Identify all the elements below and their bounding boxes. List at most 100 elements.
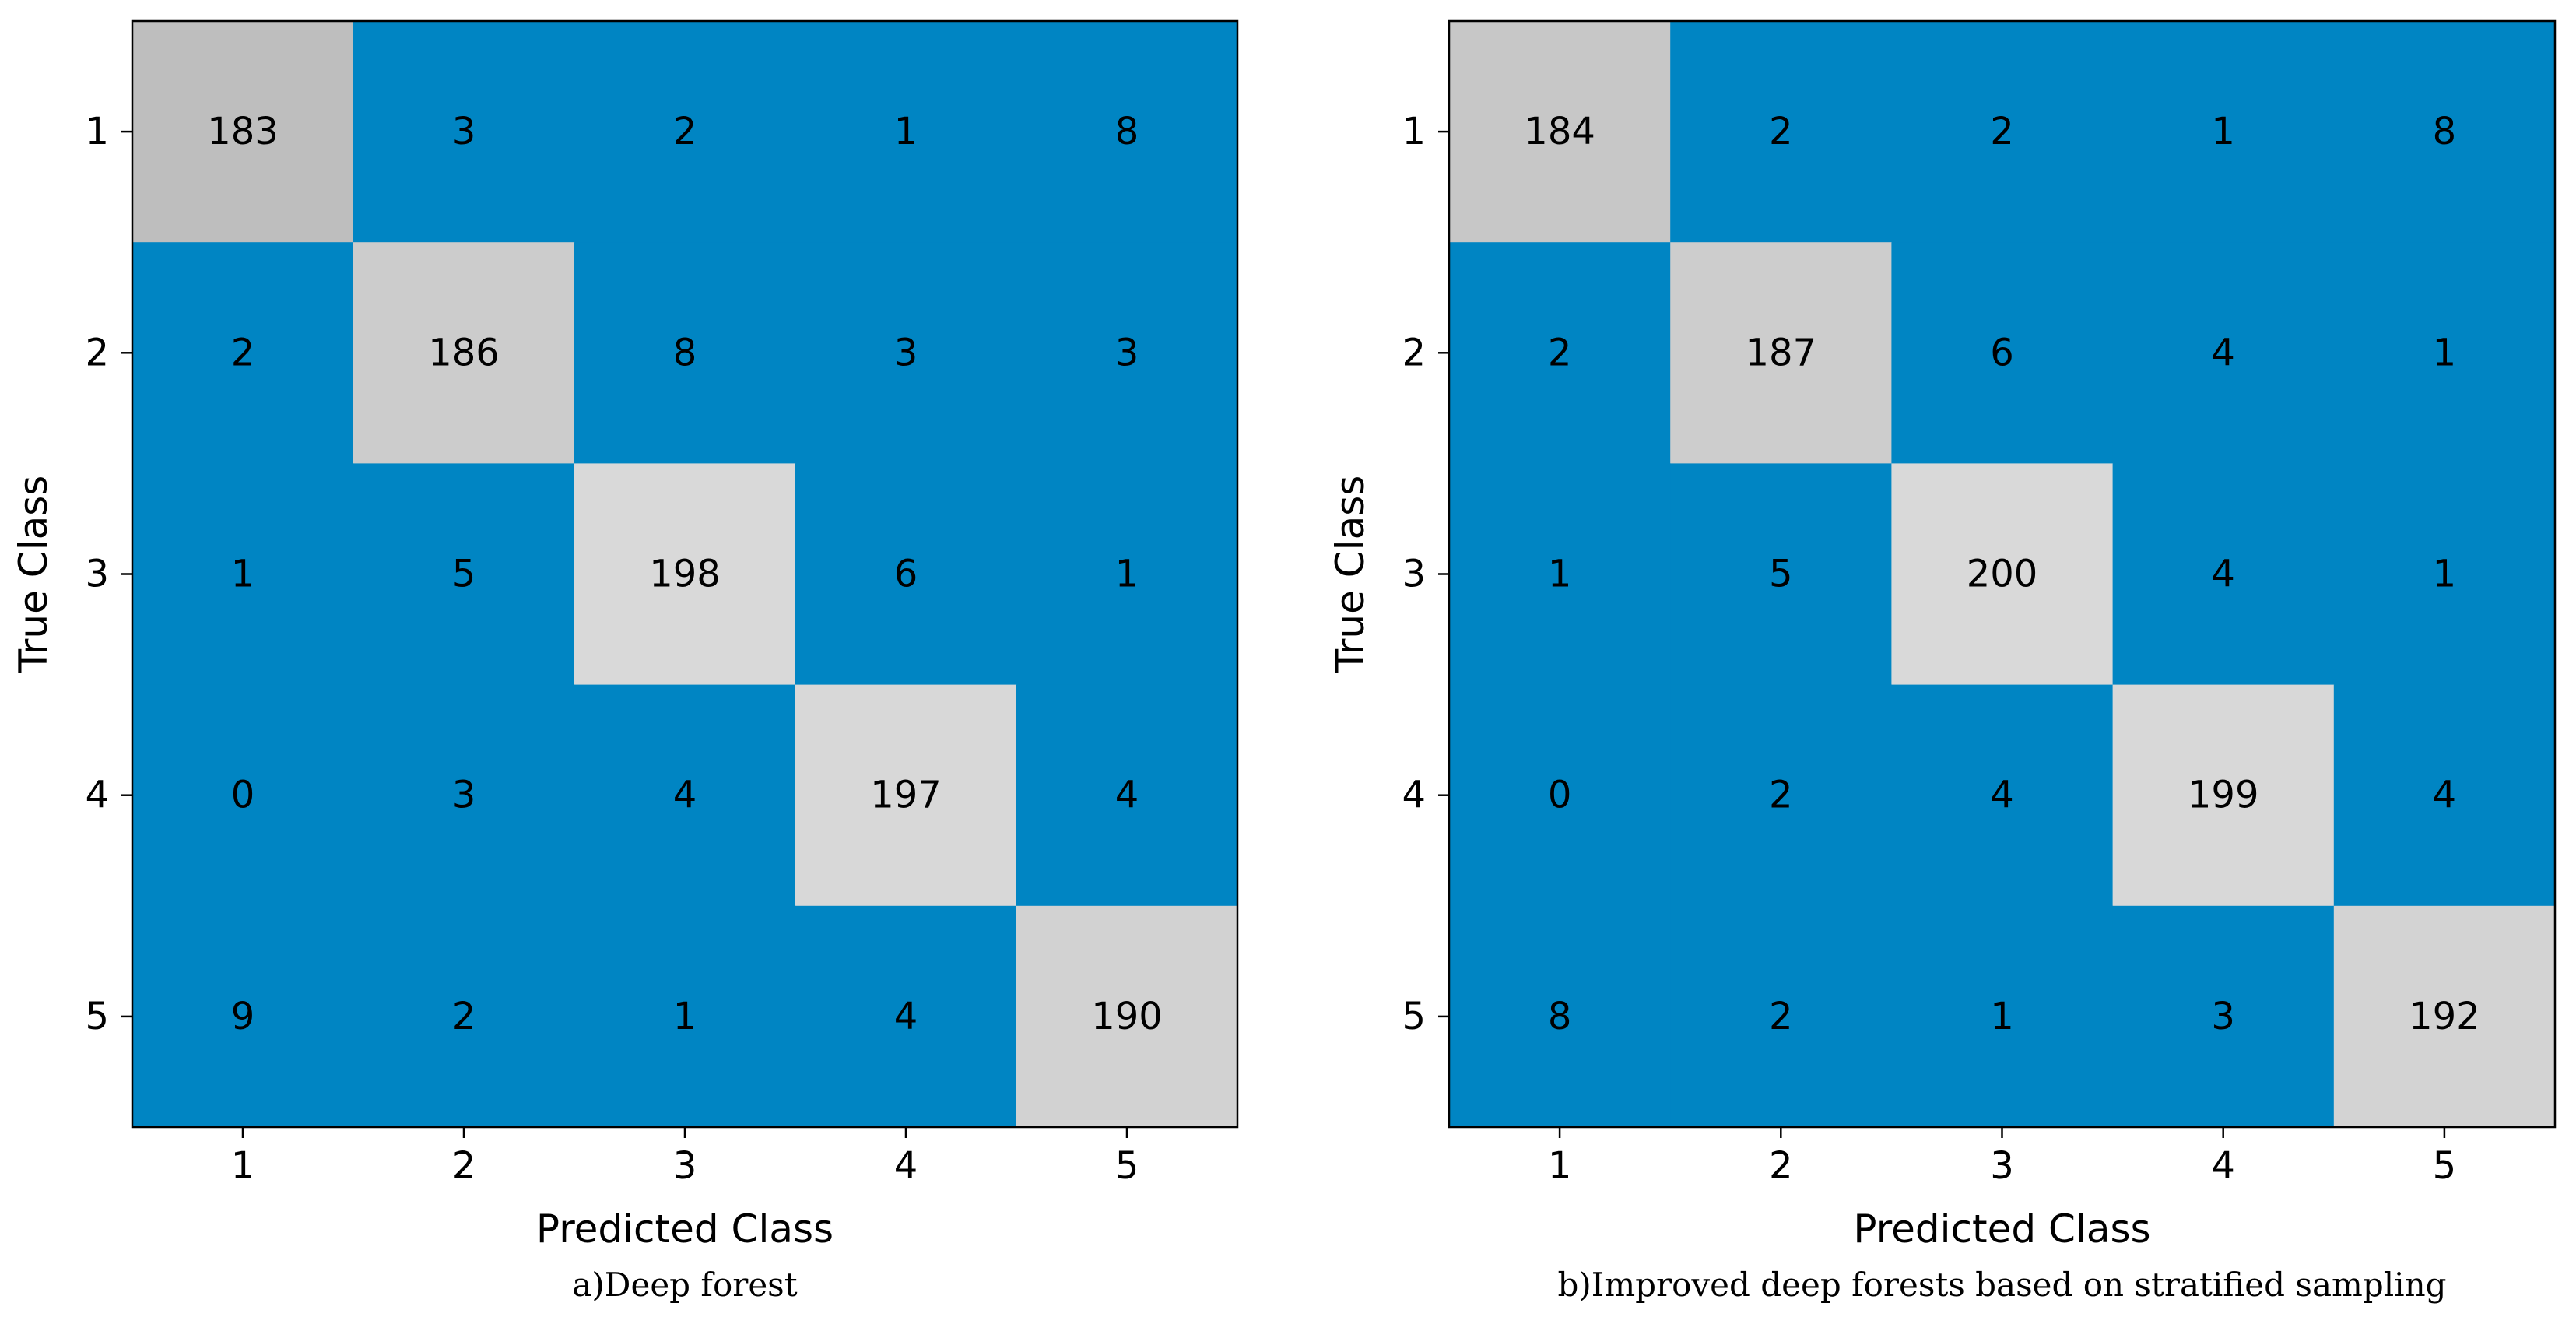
cell-value: 8 xyxy=(673,331,697,374)
x-axis-ticks: 1 2 3 4 5 xyxy=(231,1127,1139,1188)
confusion-matrix-panel-b: 184 2 2 1 8 2 187 6 4 1 1 5 200 4 1 0 2 4 199 4 8 2 1 3 192 1 2 3 4… xyxy=(1328,19,2557,1304)
y-axis-ticks: 1 2 3 4 5 xyxy=(85,110,132,1038)
heatmap-cell xyxy=(795,21,1017,243)
heatmap-cell xyxy=(353,463,575,686)
heatmap-cell xyxy=(795,463,1017,686)
heatmap-cell xyxy=(2333,463,2556,686)
x-axis-label: Predicted Class xyxy=(536,1206,834,1252)
cell-value: 0 xyxy=(1548,774,1572,817)
y-tick-label: 5 xyxy=(1402,995,1426,1038)
y-axis-label: True Class xyxy=(11,476,56,674)
cell-value: 4 xyxy=(2211,553,2235,596)
cell-value: 2 xyxy=(673,110,697,153)
confusion-matrix-panel-a: 183 3 2 1 8 2 186 8 3 3 1 5 198 6 1 0 3 4 197 4 9 2 1 4 190 1 2 3 4… xyxy=(11,19,1239,1304)
heatmap-cell xyxy=(1449,21,1671,243)
heatmap-cell xyxy=(132,21,354,243)
cell-value: 4 xyxy=(1115,774,1139,817)
cell-value: 3 xyxy=(894,331,918,374)
heatmap-cell xyxy=(1891,905,2114,1128)
cell-value: 1 xyxy=(2211,110,2235,153)
x-tick-label: 2 xyxy=(1769,1144,1793,1188)
cell-value: 3 xyxy=(1115,331,1139,374)
cell-value: 187 xyxy=(1745,331,1816,374)
heatmap-cell xyxy=(574,21,796,243)
cell-value: 4 xyxy=(1990,774,2014,817)
cell-value: 0 xyxy=(231,774,255,817)
heatmap-cells xyxy=(132,21,1238,1128)
y-tick-label: 4 xyxy=(1402,774,1426,817)
cell-value: 5 xyxy=(1769,553,1793,596)
heatmap-cell xyxy=(1891,463,2114,686)
heatmap-cell xyxy=(795,242,1017,464)
y-tick-label: 3 xyxy=(1402,553,1426,596)
cell-value: 5 xyxy=(452,553,476,596)
cell-value: 1 xyxy=(1548,553,1572,596)
heatmap-cell xyxy=(353,242,575,464)
cell-value: 8 xyxy=(1115,110,1139,153)
heatmap-cells xyxy=(1449,21,2556,1128)
heatmap-cell xyxy=(1891,242,2114,464)
x-tick-label: 1 xyxy=(231,1144,255,1188)
heatmap-cell xyxy=(1449,684,1671,907)
y-tick-label: 2 xyxy=(85,331,109,374)
panel-caption: a)Deep forest xyxy=(572,1266,797,1304)
heatmap-cell xyxy=(132,242,354,464)
heatmap-cell xyxy=(1891,684,2114,907)
cell-value: 2 xyxy=(1769,110,1793,153)
heatmap-cell xyxy=(2112,684,2335,907)
cell-value: 3 xyxy=(2211,995,2235,1038)
cell-value: 4 xyxy=(894,995,918,1038)
heatmap-cell xyxy=(1016,21,1238,243)
x-tick-label: 3 xyxy=(1990,1144,2014,1188)
x-tick-label: 4 xyxy=(894,1144,918,1188)
cell-value: 4 xyxy=(673,774,697,817)
heatmap-cell xyxy=(132,684,354,907)
heatmap-cell xyxy=(353,21,575,243)
heatmap-cell xyxy=(2333,684,2556,907)
cell-value: 1 xyxy=(231,553,255,596)
heatmap-cell xyxy=(1670,242,1892,464)
heatmap-cell xyxy=(574,463,796,686)
cell-value: 1 xyxy=(2433,553,2457,596)
x-tick-label: 2 xyxy=(452,1144,476,1188)
cell-value: 183 xyxy=(207,110,279,153)
cell-value: 1 xyxy=(1115,553,1139,596)
cell-value: 6 xyxy=(894,553,918,596)
heatmap-cell xyxy=(353,684,575,907)
heatmap-cell xyxy=(2333,21,2556,243)
heatmap-cell xyxy=(1670,463,1892,686)
y-tick-label: 4 xyxy=(85,774,109,817)
cell-value: 9 xyxy=(231,995,255,1038)
cell-value: 186 xyxy=(428,331,500,374)
cell-value: 2 xyxy=(1990,110,2014,153)
x-tick-label: 5 xyxy=(1115,1144,1139,1188)
cell-value-labels: 184 2 2 1 8 2 187 6 4 1 1 5 200 4 1 0 2 4 199 4 8 2 1 3 192 xyxy=(1524,110,2479,1038)
y-tick-label: 2 xyxy=(1402,331,1426,374)
y-tick-label: 5 xyxy=(85,995,109,1038)
y-tick-label: 1 xyxy=(85,110,109,153)
cell-value: 1 xyxy=(673,995,697,1038)
heatmap-cell xyxy=(1670,684,1892,907)
heatmap-cell xyxy=(2112,463,2335,686)
heatmap-cell xyxy=(574,905,796,1128)
heatmap-cell xyxy=(795,905,1017,1128)
cell-value: 2 xyxy=(1769,995,1793,1038)
cell-value: 3 xyxy=(452,110,476,153)
cell-value: 1 xyxy=(894,110,918,153)
heatmap-cell xyxy=(1449,242,1671,464)
heatmap-cell xyxy=(1016,463,1238,686)
cell-value: 190 xyxy=(1091,995,1163,1038)
heatmap-cell xyxy=(1449,463,1671,686)
heatmap-cell xyxy=(2333,905,2556,1128)
heatmap-cell xyxy=(1016,242,1238,464)
heatmap-cell xyxy=(1449,905,1671,1128)
y-tick-label: 1 xyxy=(1402,110,1426,153)
heatmap-cell xyxy=(132,463,354,686)
cell-value: 2 xyxy=(1548,331,1572,374)
cell-value: 8 xyxy=(1548,995,1572,1038)
heatmap-cell xyxy=(1016,684,1238,907)
heatmap-cell xyxy=(574,242,796,464)
x-tick-label: 1 xyxy=(1548,1144,1572,1188)
cell-value: 2 xyxy=(452,995,476,1038)
